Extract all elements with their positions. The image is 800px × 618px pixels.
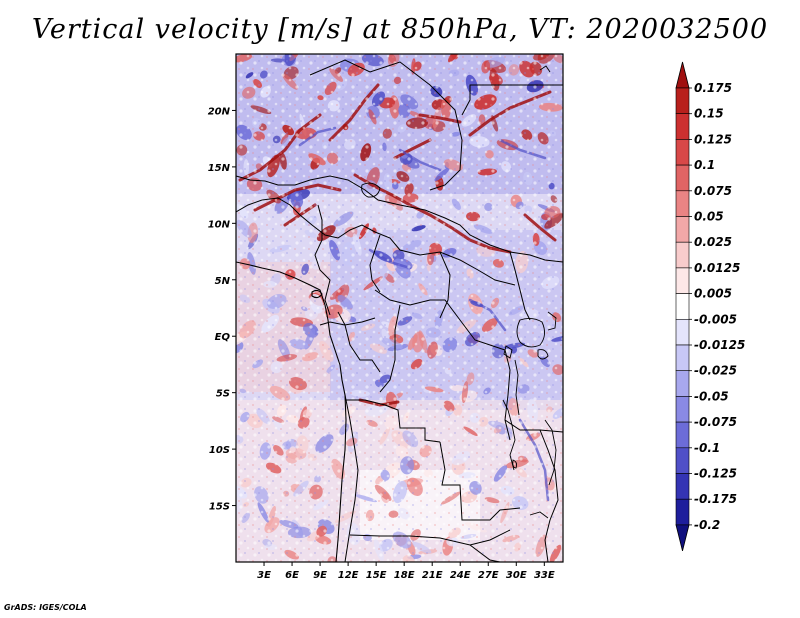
colorbar-swatch [675, 421, 690, 449]
lon-tick-label: 12E [338, 570, 359, 581]
map-frame [235, 53, 564, 563]
colorbar-top-arrow [675, 61, 690, 89]
colorbar-label: 0.0125 [694, 261, 740, 275]
colorbar-swatch [675, 216, 690, 243]
latitude-axis: 20N 15N 10N 5N EQ 5S 10S 15S [208, 106, 236, 513]
colorbar-swatch [675, 293, 690, 320]
colorbar-label: 0.025 [694, 235, 732, 249]
colorbar-swatch [675, 318, 690, 346]
lat-tick-label: 15N [208, 163, 231, 174]
lon-tick-label: 27E [478, 570, 499, 581]
lon-tick-label: 9E [313, 570, 327, 581]
colorbar-swatch [675, 87, 690, 115]
colorbar-swatch [675, 267, 690, 294]
colorbar-label: -0.05 [694, 389, 729, 403]
longitude-axis: 3E 6E 9E 12E 15E 18E 21E 24E 27E 30E 33E [257, 562, 555, 581]
lon-tick-label: 18E [394, 570, 415, 581]
lon-tick-label: 3E [257, 570, 271, 581]
lat-tick-label: 10N [208, 219, 231, 230]
map-panel: 20N 15N 10N 5N EQ 5S 10S 15S 3E 6E 9E 12E 15E 18E 21E… [208, 53, 564, 581]
lat-tick-label: 5S [216, 389, 230, 400]
lon-tick-label: 15E [366, 570, 387, 581]
lat-tick-label: 10S [209, 445, 230, 456]
colorbar-swatch [675, 190, 690, 217]
colorbar-label: 0.075 [694, 184, 732, 198]
colorbar-label: 0.15 [694, 107, 724, 121]
colorbar-label: 0.125 [694, 132, 732, 146]
colorbar-label: -0.075 [694, 415, 737, 429]
lake-outlines [361, 65, 557, 519]
lat-tick-label: EQ [215, 332, 231, 343]
colorbar-label: -0.1 [694, 441, 720, 455]
colorbar-swatch [675, 164, 690, 192]
lon-tick-label: 21E [422, 570, 443, 581]
colorbar-swatch [675, 473, 690, 500]
colorbar-label: 0.175 [694, 81, 732, 95]
colorbar-label: -0.005 [694, 312, 737, 326]
colorbar-swatch [675, 113, 690, 140]
colorbar-swatch [675, 139, 690, 166]
grads-credit: GrADS: IGES/COLA [4, 603, 87, 612]
colorbar-label: 0.1 [694, 158, 715, 172]
coastline [236, 261, 347, 562]
colorbar: 0.175 0.15 0.125 0.1 0.075 0.05 0.025 0.0125 0.0… [675, 61, 745, 551]
country-borders [236, 59, 563, 562]
colorbar-label: 0.05 [694, 210, 724, 224]
colorbar-swatch [675, 344, 690, 372]
colorbar-label: -0.175 [694, 492, 737, 506]
colorbar-swatch [675, 241, 690, 269]
lon-tick-label: 30E [506, 570, 527, 581]
colorbar-swatch [675, 370, 690, 397]
lat-tick-label: 15S [209, 502, 230, 513]
colorbar-swatch [675, 498, 690, 526]
colorbar-label: -0.125 [694, 467, 737, 481]
lon-tick-label: 33E [534, 570, 555, 581]
colorbar-swatch [675, 396, 690, 423]
chart-title: Vertical velocity [m/s] at 850hPa, VT: 2… [31, 14, 769, 45]
colorbar-label: 0.005 [694, 287, 732, 301]
lat-tick-label: 5N [215, 276, 231, 287]
colorbar-label: -0.025 [694, 364, 737, 378]
colorbar-label: -0.0125 [694, 338, 745, 352]
colorbar-swatch [675, 447, 690, 474]
lon-tick-label: 24E [450, 570, 471, 581]
colorbar-bottom-arrow [675, 524, 690, 551]
lat-tick-label: 20N [208, 106, 231, 117]
colorbar-label: -0.2 [694, 518, 720, 532]
lon-tick-label: 6E [285, 570, 299, 581]
